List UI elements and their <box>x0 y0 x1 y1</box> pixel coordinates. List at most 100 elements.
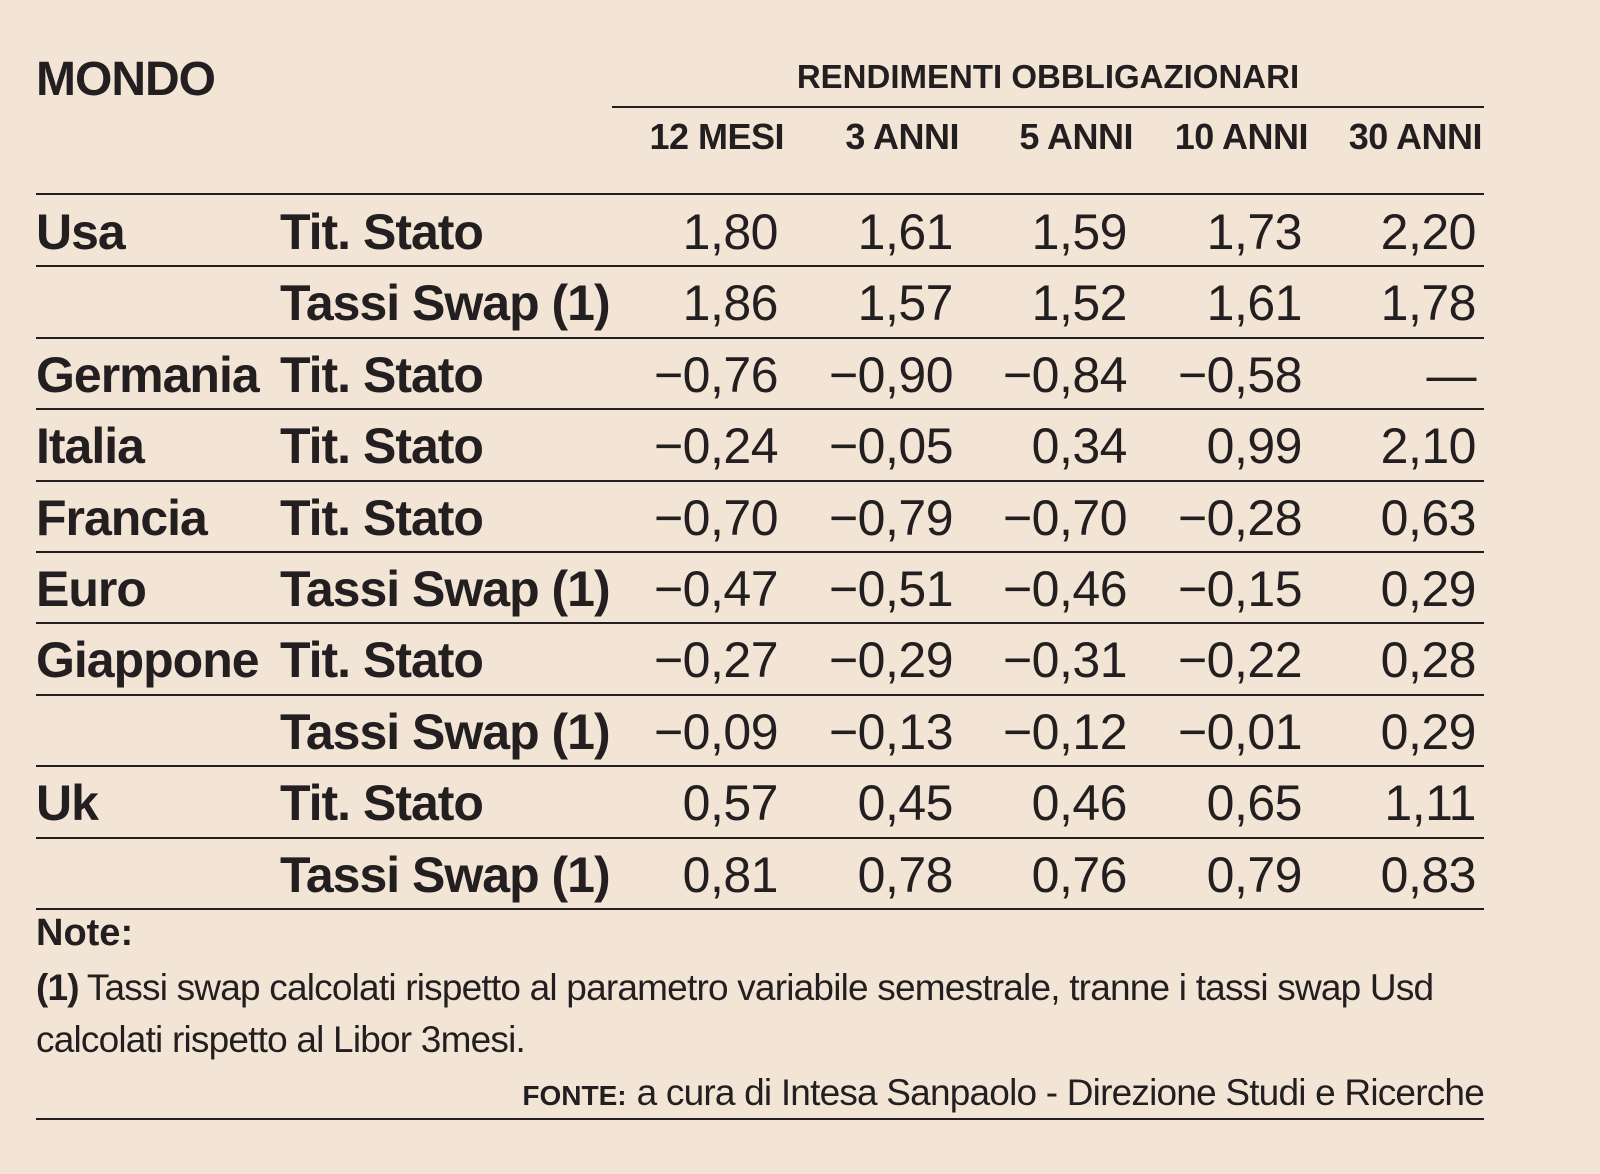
row-value-5-anni: −0,84 <box>1002 346 1128 403</box>
source-label: FONTE: <box>522 1080 627 1111</box>
row-country: Usa <box>36 204 126 260</box>
footer-divider <box>36 1118 1484 1120</box>
row-value-30-anni: 0,29 <box>1380 703 1477 760</box>
row-instrument-type: Tit. Stato <box>280 632 484 689</box>
row-value-3-anni: 0,45 <box>857 775 954 832</box>
row-value-30-anni: 0,63 <box>1380 489 1477 546</box>
row-value-12-mesi: −0,47 <box>653 561 779 617</box>
row-instrument-type: Tit. Stato <box>280 204 484 260</box>
table-row: Tassi Swap (1) −0,09 −0,13 −0,12 −0,01 0,29 <box>36 695 1484 766</box>
row-country: Uk <box>36 775 99 832</box>
row-value-3-anni: −0,05 <box>828 418 954 475</box>
notes-label: Note: <box>36 912 134 954</box>
row-value-30-anni: 0,28 <box>1380 632 1477 689</box>
row-value-3-anni: −0,79 <box>828 489 954 546</box>
row-value-30-anni: 2,20 <box>1380 204 1477 260</box>
column-header-10-anni: 10 ANNI <box>1174 116 1309 157</box>
table-row: Tassi Swap (1) 0,81 0,78 0,76 0,79 0,83 <box>36 838 1484 909</box>
row-value-3-anni: 1,61 <box>857 204 954 260</box>
row-value-3-anni: −0,29 <box>828 632 954 689</box>
group-header: RENDIMENTI OBBLIGAZIONARI <box>796 58 1300 95</box>
column-header-3-anni: 3 ANNI <box>845 116 959 157</box>
notes-marker: (1) <box>36 967 80 1008</box>
row-instrument-type: Tit. Stato <box>280 775 484 832</box>
row-value-3-anni: 1,57 <box>857 275 954 332</box>
row-value-10-anni: −0,22 <box>1177 632 1303 689</box>
row-instrument-type: Tit. Stato <box>280 346 484 403</box>
row-value-5-anni: 1,52 <box>1031 275 1128 332</box>
row-value-3-anni: −0,90 <box>828 346 954 403</box>
row-divider <box>36 908 1484 910</box>
row-divider <box>36 551 1484 553</box>
column-header-12-mesi: 12 MESI <box>649 116 784 157</box>
row-value-30-anni: 2,10 <box>1380 418 1477 475</box>
table-row: Euro Tassi Swap (1) −0,47 −0,51 −0,46 −0,15 0,… <box>36 552 1484 623</box>
table-row: Usa Tit. Stato 1,80 1,61 1,59 1,73 2,20 <box>36 195 1484 266</box>
table-row: Germania Tit. Stato −0,76 −0,90 −0,84 −0,58 — <box>36 338 1484 409</box>
row-value-12-mesi: −0,24 <box>653 418 779 475</box>
row-value-12-mesi: 1,86 <box>682 275 779 332</box>
row-country: Francia <box>36 489 208 546</box>
row-value-10-anni: 1,73 <box>1206 204 1303 260</box>
row-instrument-type: Tassi Swap (1) <box>280 561 611 617</box>
row-country: Giappone <box>36 632 260 689</box>
row-value-10-anni: 0,65 <box>1206 775 1303 832</box>
row-instrument-type: Tassi Swap (1) <box>280 846 611 903</box>
row-country: Euro <box>36 561 147 617</box>
row-divider <box>36 765 1484 768</box>
row-value-5-anni: −0,31 <box>1002 632 1128 689</box>
table-row: Francia Tit. Stato −0,70 −0,79 −0,70 −0,28 0,6… <box>36 481 1484 552</box>
row-value-30-anni: 0,83 <box>1380 846 1477 903</box>
row-country: Germania <box>36 346 260 403</box>
row-value-5-anni: 0,46 <box>1031 775 1128 832</box>
row-value-30-anni: 0,29 <box>1380 561 1477 617</box>
row-value-10-anni: 0,99 <box>1206 418 1303 475</box>
row-value-3-anni: −0,51 <box>828 561 954 617</box>
row-value-3-anni: 0,78 <box>857 846 954 903</box>
row-instrument-type: Tassi Swap (1) <box>280 275 611 332</box>
table-row: Tassi Swap (1) 1,86 1,57 1,52 1,61 1,78 <box>36 266 1484 337</box>
row-divider <box>36 693 1484 696</box>
table-row: Uk Tit. Stato 0,57 0,45 0,46 0,65 1,11 <box>36 766 1484 837</box>
row-value-3-anni: −0,13 <box>828 703 954 760</box>
row-value-10-anni: −0,15 <box>1177 561 1303 617</box>
source-text: a cura di Intesa Sanpaolo - Direzione St… <box>636 1072 1485 1113</box>
row-value-10-anni: −0,01 <box>1177 703 1303 760</box>
column-header-5-anni: 5 ANNI <box>1019 116 1133 157</box>
table-row: Giappone Tit. Stato −0,27 −0,29 −0,31 −0,22 0,… <box>36 623 1484 694</box>
source-credit: FONTE: a cura di Intesa Sanpaolo - Direzi… <box>522 1072 1484 1114</box>
row-value-5-anni: 1,59 <box>1031 204 1128 260</box>
row-value-12-mesi: −0,76 <box>653 346 779 403</box>
row-instrument-type: Tit. Stato <box>280 489 484 546</box>
row-value-30-anni: 1,11 <box>1384 775 1476 832</box>
row-value-12-mesi: −0,70 <box>653 489 779 546</box>
row-divider <box>36 622 1484 625</box>
table-title: MONDO <box>36 53 216 106</box>
row-divider <box>36 408 1484 411</box>
row-value-12-mesi: 0,57 <box>682 775 779 832</box>
row-instrument-type: Tit. Stato <box>280 418 484 475</box>
row-value-30-anni: 1,78 <box>1380 275 1477 332</box>
notes-body: Tassi swap calcolati rispetto al paramet… <box>36 967 1434 1060</box>
row-value-12-mesi: 0,81 <box>682 846 779 903</box>
row-value-30-anni: — <box>1426 346 1477 403</box>
row-value-12-mesi: 1,80 <box>682 204 779 260</box>
row-value-10-anni: −0,28 <box>1177 489 1303 546</box>
notes-text: (1) Tassi swap calcolati rispetto al para… <box>36 962 1484 1066</box>
row-divider <box>36 336 1484 339</box>
row-value-5-anni: −0,46 <box>1002 561 1128 617</box>
row-country: Italia <box>36 418 145 475</box>
row-value-12-mesi: −0,09 <box>653 703 779 760</box>
column-header-30-anni: 30 ANNI <box>1348 116 1483 157</box>
row-value-10-anni: −0,58 <box>1177 346 1303 403</box>
row-instrument-type: Tassi Swap (1) <box>280 703 611 760</box>
table-row: Italia Tit. Stato −0,24 −0,05 0,34 0,99 2,10 <box>36 409 1484 480</box>
row-divider <box>36 479 1484 482</box>
group-header-divider <box>612 106 1484 108</box>
row-divider <box>36 265 1484 268</box>
header-divider <box>36 193 1484 195</box>
row-divider <box>36 836 1484 839</box>
row-value-5-anni: −0,12 <box>1002 703 1128 760</box>
row-value-12-mesi: −0,27 <box>653 632 779 689</box>
row-value-5-anni: 0,76 <box>1031 846 1128 903</box>
